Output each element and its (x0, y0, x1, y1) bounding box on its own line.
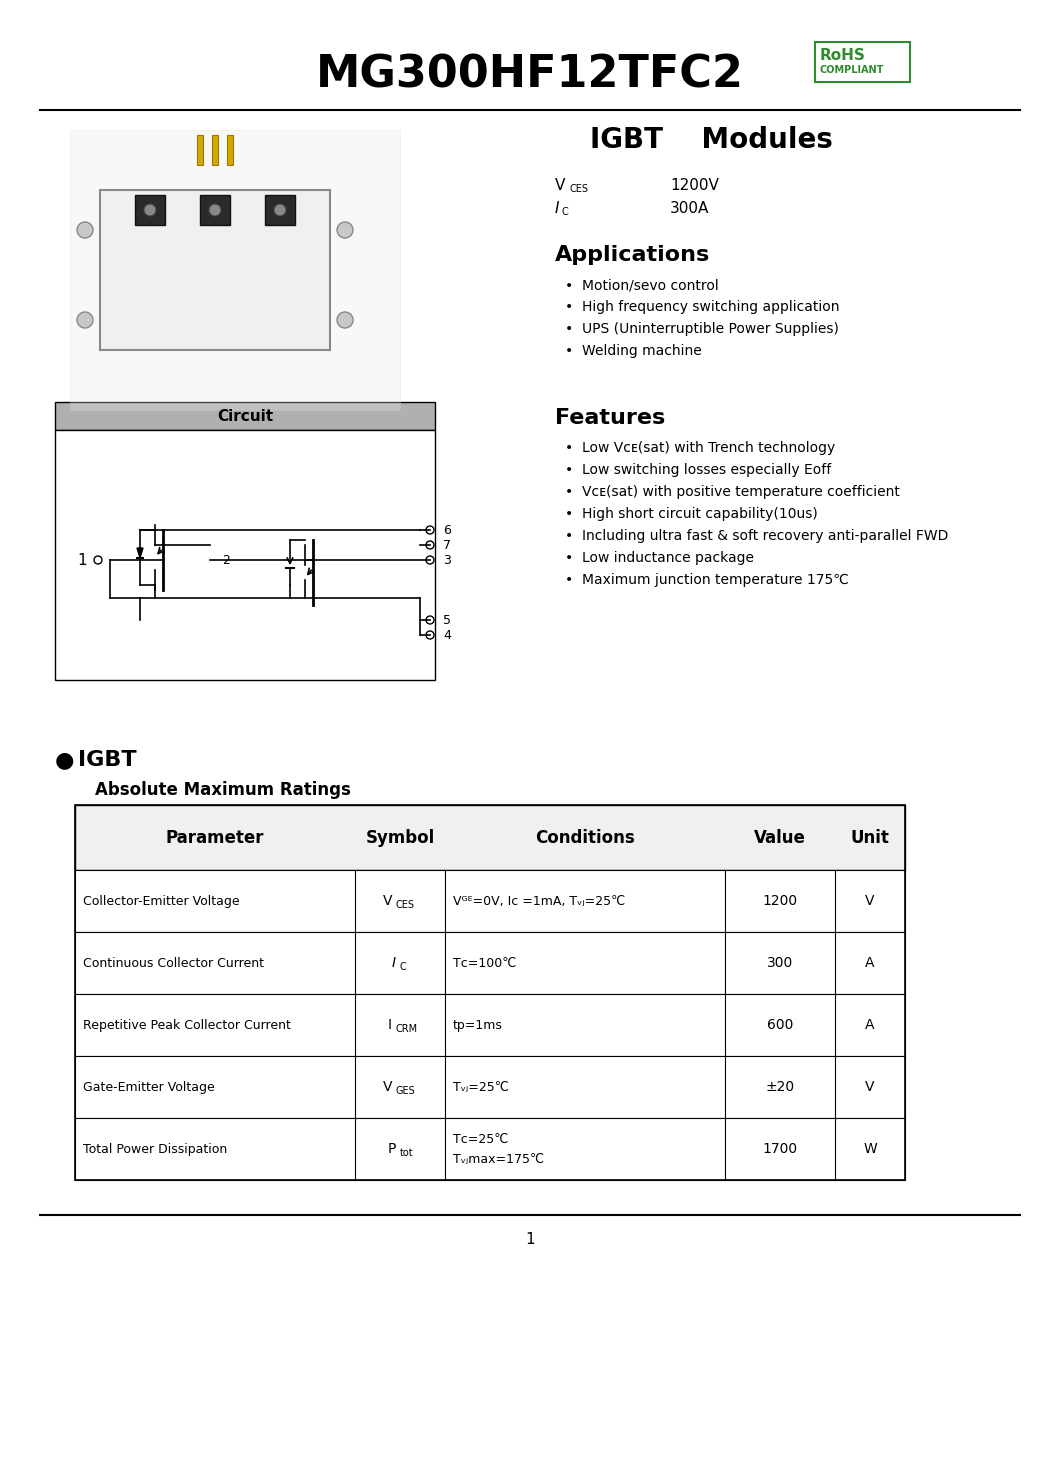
Text: Tᴄ=100℃: Tᴄ=100℃ (453, 957, 516, 969)
Text: 1200: 1200 (762, 893, 797, 908)
Bar (212, 135, 218, 165)
Text: •  Maximum junction temperature 175℃: • Maximum junction temperature 175℃ (565, 573, 849, 588)
Text: 300: 300 (766, 956, 793, 971)
Bar (197, 135, 204, 165)
Bar (75, 1117, 905, 1180)
Bar (227, 135, 233, 165)
Text: •  Low inductance package: • Low inductance package (565, 551, 754, 565)
Circle shape (273, 203, 286, 217)
Text: CES: CES (569, 184, 588, 194)
Text: •  Including ultra fast & soft recovery anti-parallel FWD: • Including ultra fast & soft recovery a… (565, 528, 949, 543)
Text: Collector-Emitter Voltage: Collector-Emitter Voltage (83, 895, 240, 908)
Bar (100, 190, 330, 350)
Text: 1200V: 1200V (670, 178, 719, 193)
Circle shape (337, 223, 353, 237)
Bar (55, 402, 435, 430)
Text: Tᵥⱼmax=175℃: Tᵥⱼmax=175℃ (453, 1153, 544, 1165)
Text: MG300HF12TFC2: MG300HF12TFC2 (316, 53, 744, 96)
Text: •  High short circuit capability(10us): • High short circuit capability(10us) (565, 508, 817, 521)
Text: Continuous Collector Current: Continuous Collector Current (83, 957, 264, 969)
Text: 1700: 1700 (762, 1143, 797, 1156)
Text: Absolute Maximum Ratings: Absolute Maximum Ratings (95, 781, 351, 798)
Text: Total Power Dissipation: Total Power Dissipation (83, 1143, 227, 1156)
Text: 2: 2 (222, 554, 230, 567)
Text: ●: ● (55, 749, 74, 770)
Circle shape (144, 203, 156, 217)
Text: 1: 1 (525, 1233, 535, 1248)
Text: CRM: CRM (396, 1024, 418, 1034)
Text: 6: 6 (443, 524, 450, 537)
Text: RoHS: RoHS (820, 47, 866, 62)
Circle shape (77, 312, 93, 328)
Text: 300A: 300A (670, 200, 709, 215)
Text: •  Low Vᴄᴇ(sat) with Trench technology: • Low Vᴄᴇ(sat) with Trench technology (565, 441, 835, 456)
Circle shape (209, 203, 220, 217)
Text: 5: 5 (443, 613, 450, 626)
Text: 7: 7 (443, 539, 450, 552)
Text: 3: 3 (443, 554, 450, 567)
Circle shape (337, 312, 353, 328)
Text: I: I (388, 1018, 392, 1031)
Bar (55, 430, 435, 680)
Text: IGBT: IGBT (78, 749, 137, 770)
Text: Circuit: Circuit (217, 408, 273, 423)
Text: W: W (863, 1143, 877, 1156)
Text: V: V (383, 1080, 392, 1094)
Text: CES: CES (396, 899, 416, 910)
Text: A: A (865, 1018, 874, 1031)
Bar (75, 932, 905, 994)
Text: I: I (392, 956, 396, 971)
Bar (265, 194, 295, 226)
Bar (75, 1057, 905, 1117)
Bar (75, 804, 905, 870)
Text: 600: 600 (766, 1018, 793, 1031)
Text: •  Vᴄᴇ(sat) with positive temperature coefficient: • Vᴄᴇ(sat) with positive temperature coe… (565, 485, 900, 499)
Text: ±20: ±20 (765, 1080, 795, 1094)
Text: Tᴄ=25℃: Tᴄ=25℃ (453, 1132, 508, 1146)
Text: A: A (865, 956, 874, 971)
Text: Unit: Unit (850, 828, 889, 846)
Text: Symbol: Symbol (366, 828, 435, 846)
Text: Parameter: Parameter (165, 828, 264, 846)
Text: tp=1ms: tp=1ms (453, 1018, 502, 1031)
Text: C: C (400, 962, 407, 972)
Circle shape (77, 223, 93, 237)
Text: IGBT    Modules: IGBT Modules (590, 126, 833, 154)
Text: •  Welding machine: • Welding machine (565, 344, 702, 358)
Text: •  UPS (Uninterruptible Power Supplies): • UPS (Uninterruptible Power Supplies) (565, 322, 838, 335)
Text: Gate-Emitter Voltage: Gate-Emitter Voltage (83, 1080, 215, 1094)
Text: GES: GES (396, 1086, 416, 1097)
Text: Conditions: Conditions (535, 828, 635, 846)
Polygon shape (137, 548, 143, 558)
Text: I: I (555, 200, 560, 215)
Bar (70, 131, 400, 410)
Text: •  Motion/sevo control: • Motion/sevo control (565, 278, 719, 292)
Text: V: V (865, 893, 874, 908)
Text: C: C (562, 206, 569, 217)
Text: Vᴳᴱ=0V, Iᴄ =1mA, Tᵥⱼ=25℃: Vᴳᴱ=0V, Iᴄ =1mA, Tᵥⱼ=25℃ (453, 895, 625, 908)
Bar (135, 194, 165, 226)
Text: V: V (865, 1080, 874, 1094)
Text: COMPLIANT: COMPLIANT (820, 65, 884, 76)
Bar (200, 194, 230, 226)
Text: Features: Features (555, 408, 666, 427)
Bar (75, 870, 905, 932)
Text: Value: Value (754, 828, 806, 846)
Bar (75, 994, 905, 1057)
Text: tot: tot (400, 1149, 413, 1158)
Text: •  High frequency switching application: • High frequency switching application (565, 300, 840, 315)
Text: V: V (383, 893, 392, 908)
Text: Tᵥⱼ=25℃: Tᵥⱼ=25℃ (453, 1080, 509, 1094)
Bar (75, 804, 905, 1180)
Bar (815, 42, 909, 82)
Text: P: P (388, 1143, 396, 1156)
Text: 1: 1 (77, 552, 87, 567)
Text: Repetitive Peak Collector Current: Repetitive Peak Collector Current (83, 1018, 290, 1031)
Text: •  Low switching losses especially Eoff: • Low switching losses especially Eoff (565, 463, 831, 476)
Text: 4: 4 (443, 629, 450, 641)
Text: Applications: Applications (555, 245, 710, 266)
Text: V: V (555, 178, 565, 193)
